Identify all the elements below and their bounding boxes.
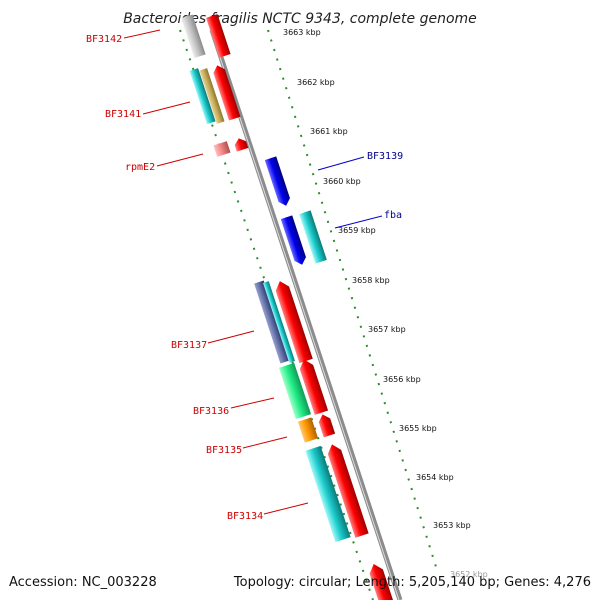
gene-bf3137-cyan[interactable] (263, 281, 295, 363)
leader-fba (334, 215, 383, 229)
gene-fba-blue[interactable] (280, 215, 308, 266)
tick-label-3660: 3660 kbp (323, 177, 361, 186)
gene-bf3134-red[interactable] (325, 442, 369, 538)
label-bf3136[interactable]: BF3136 (193, 406, 229, 417)
tick-label-3655: 3655 kbp (399, 424, 437, 433)
topology-text: Topology: circular; Length: 5,205,140 bp… (233, 575, 591, 590)
scale-ring (267, 29, 438, 571)
leader-rpme2 (156, 153, 204, 167)
label-bf3137[interactable]: BF3137 (171, 340, 207, 351)
gene-bf3136-green[interactable] (278, 362, 312, 420)
right-gene-labels: BF3139 fba (317, 151, 403, 229)
tick-label-3656: 3656 kbp (383, 375, 421, 384)
tick-label-3658: 3658 kbp (352, 276, 390, 285)
leader-bf3135 (242, 436, 288, 449)
scale-labels: 3663 kbp 3662 kbp 3661 kbp 3660 kbp 3659… (283, 28, 488, 579)
tick-label-3657: 3657 kbp (368, 325, 406, 334)
gene-bf3136-red[interactable] (297, 357, 329, 415)
tick-label-3652: 3652 kbp (450, 570, 488, 579)
label-rpme2[interactable]: rpmE2 (125, 162, 155, 173)
leader-bf3142 (123, 29, 161, 39)
chromosome-backbone (209, 29, 403, 600)
gene-bf3142-arrow[interactable] (206, 14, 231, 58)
gene-bf3137-red[interactable] (273, 279, 313, 364)
left-gene-labels: BF3142 BF3141 rpmE2 BF3137 BF3136 BF3135… (86, 29, 309, 522)
gene-bf3135-orange[interactable] (297, 417, 319, 443)
gene-bf3134-cyan[interactable] (305, 445, 351, 543)
gene-bf3141-olive[interactable] (199, 68, 225, 124)
leader-bf3139 (317, 156, 365, 171)
gene-rpme2-pink[interactable] (213, 141, 231, 157)
tick-label-3661: 3661 kbp (310, 127, 348, 136)
label-bf3134[interactable]: BF3134 (227, 511, 263, 522)
gene-bottom-red[interactable] (367, 562, 394, 600)
gene-fba-cyan[interactable] (299, 210, 327, 264)
leader-bf3136 (230, 397, 275, 409)
label-bf3141[interactable]: BF3141 (105, 109, 141, 120)
gene-bf3137-slate[interactable] (254, 280, 290, 364)
accession-text: Accession: NC_003228 (9, 575, 157, 590)
tick-label-3663: 3663 kbp (283, 28, 321, 37)
label-bf3135[interactable]: BF3135 (206, 445, 242, 456)
tick-label-3662: 3662 kbp (297, 78, 335, 87)
gene-bf3141-red[interactable] (212, 64, 241, 121)
tick-label-3659: 3659 kbp (338, 226, 376, 235)
gene-rpme2-red[interactable] (233, 136, 249, 152)
gene-bf3142-gray[interactable] (181, 14, 206, 59)
tick-label-3653: 3653 kbp (433, 521, 471, 530)
leader-bf3134 (263, 502, 309, 515)
label-fba[interactable]: fba (384, 210, 402, 221)
map-title: Bacteroides fragilis NCTC 9343, complete… (123, 11, 477, 27)
label-bf3139[interactable]: BF3139 (367, 151, 403, 162)
leader-bf3137 (207, 330, 255, 344)
label-bf3142[interactable]: BF3142 (86, 34, 122, 45)
chromosome-backbone-highlight (210, 29, 400, 600)
gene-features (181, 14, 394, 600)
leader-bf3141 (142, 101, 191, 115)
gene-bf3139[interactable] (264, 156, 292, 207)
tick-label-3654: 3654 kbp (416, 473, 454, 482)
gene-bf3141-cyan[interactable] (189, 68, 216, 125)
gene-bf3135-red[interactable] (317, 413, 336, 438)
